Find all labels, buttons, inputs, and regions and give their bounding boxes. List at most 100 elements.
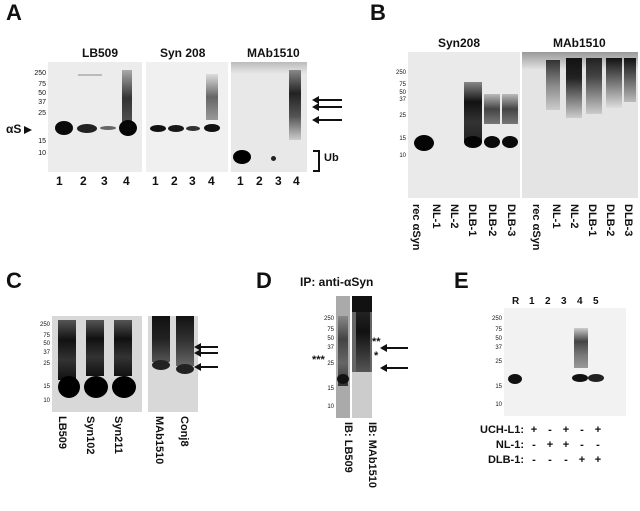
a-band <box>186 126 200 131</box>
c-smear <box>176 316 194 366</box>
a-ub-bracket <box>313 150 320 172</box>
b-blot-mab1510 <box>522 52 638 198</box>
d-blot-lb509 <box>336 296 350 418</box>
c-mw-15: 15 <box>43 384 50 390</box>
a-band <box>150 125 166 132</box>
d-smear <box>352 296 372 312</box>
d-lane-lb509: IB: LB509 <box>342 422 354 473</box>
e-row-label-dlb1: DLB-1: <box>487 454 524 466</box>
e-sign: + <box>562 439 570 451</box>
b-mw-10: 10 <box>399 153 406 159</box>
a-arrow <box>312 96 342 104</box>
a-lane-2: 2 <box>171 174 178 188</box>
a-ub-label: Ub <box>324 152 339 164</box>
d-stars-left: *** <box>312 354 325 366</box>
a-mw-75: 75 <box>38 81 46 88</box>
c-band <box>176 364 194 374</box>
e-mw-50: 50 <box>495 336 502 342</box>
a-mw-250: 250 <box>34 70 46 77</box>
c-band <box>58 376 80 398</box>
d-smear <box>352 372 372 418</box>
c-arrow <box>194 343 218 351</box>
a-alpha-syn-label: αS <box>6 122 22 136</box>
c-blot-2 <box>148 316 198 412</box>
b-mw-50: 50 <box>399 90 406 96</box>
e-mw-37: 37 <box>495 345 502 351</box>
a-mw-50: 50 <box>38 90 46 97</box>
e-band <box>572 374 588 382</box>
a-lane-1: 1 <box>152 174 159 188</box>
a-band <box>271 156 276 161</box>
a-mw-15: 15 <box>38 138 46 145</box>
panel-label-e: E <box>454 268 469 293</box>
b-mw-250: 250 <box>395 70 406 76</box>
a-blot-syn208 <box>146 62 228 172</box>
a-lane-1: 1 <box>56 174 63 188</box>
b-mw-37: 37 <box>399 97 406 103</box>
b-mw-75: 75 <box>399 82 406 88</box>
a-lane-4: 4 <box>208 174 215 188</box>
e-band <box>508 374 522 384</box>
a-blot-mab1510 <box>231 62 307 172</box>
c-lane-lb509: LB509 <box>56 416 68 450</box>
b-band <box>464 136 482 148</box>
d-blot-mab1510 <box>352 296 372 418</box>
c-lane-syn211: Syn211 <box>112 416 124 454</box>
a-smear <box>122 70 132 126</box>
e-sign: + <box>562 424 570 436</box>
e-sign: + <box>546 439 554 451</box>
a-band <box>204 124 220 132</box>
b-band <box>484 136 500 148</box>
e-row-label-nl1: NL-1: <box>495 439 524 451</box>
a-arrow <box>312 116 342 124</box>
b-lane-dlb1: DLB-1 <box>586 204 598 237</box>
a-blot-lb509 <box>48 62 142 172</box>
c-band <box>84 376 108 398</box>
b-title-syn208: Syn208 <box>438 36 481 50</box>
panel-label-a: A <box>6 0 22 25</box>
b-lane-nl2: NL-2 <box>568 204 580 229</box>
e-lane-2: 2 <box>545 296 551 307</box>
b-lane-dlb2: DLB-2 <box>604 204 616 237</box>
e-mw-250: 250 <box>491 316 502 322</box>
a-band <box>55 121 73 135</box>
e-sign: - <box>548 424 552 436</box>
c-smear <box>86 320 104 376</box>
a-band <box>100 126 116 130</box>
b-smear <box>624 58 636 102</box>
b-smear <box>502 94 518 124</box>
a-title-lb509: LB509 <box>82 46 119 60</box>
d-smear <box>356 312 370 372</box>
a-mw-37: 37 <box>38 99 46 106</box>
a-lane-4: 4 <box>293 174 300 188</box>
d-smear <box>338 316 348 386</box>
e-sign: - <box>580 424 584 436</box>
a-title-syn208: Syn 208 <box>160 46 206 60</box>
d-mw-37: 37 <box>327 345 334 351</box>
b-band <box>414 135 434 151</box>
a-mw-25: 25 <box>38 110 46 117</box>
c-mw-37: 37 <box>43 350 50 356</box>
a-mw-10: 10 <box>38 150 46 157</box>
c-smear <box>114 320 132 376</box>
e-mw-15: 15 <box>495 384 502 390</box>
d-mw-10: 10 <box>327 404 334 410</box>
e-mw-75: 75 <box>495 327 502 333</box>
e-lane-4: 4 <box>577 296 583 307</box>
d-arrow <box>380 364 408 372</box>
b-smear <box>484 94 500 124</box>
c-smear <box>152 316 170 362</box>
b-smear <box>566 58 582 118</box>
b-lane-nl2: NL-2 <box>448 204 460 229</box>
panel-label-c: C <box>6 268 22 293</box>
c-arrow <box>194 349 218 357</box>
a-smear <box>206 74 218 120</box>
d-stars-mid: * <box>374 350 379 362</box>
c-band <box>152 360 170 370</box>
a-smear <box>231 62 307 74</box>
c-lane-syn102: Syn102 <box>84 416 96 455</box>
b-lane-rec-asyn: rec αSyn <box>410 204 422 251</box>
c-mw-50: 50 <box>43 341 50 347</box>
d-mw-15: 15 <box>327 386 334 392</box>
a-lane-3: 3 <box>275 174 282 188</box>
